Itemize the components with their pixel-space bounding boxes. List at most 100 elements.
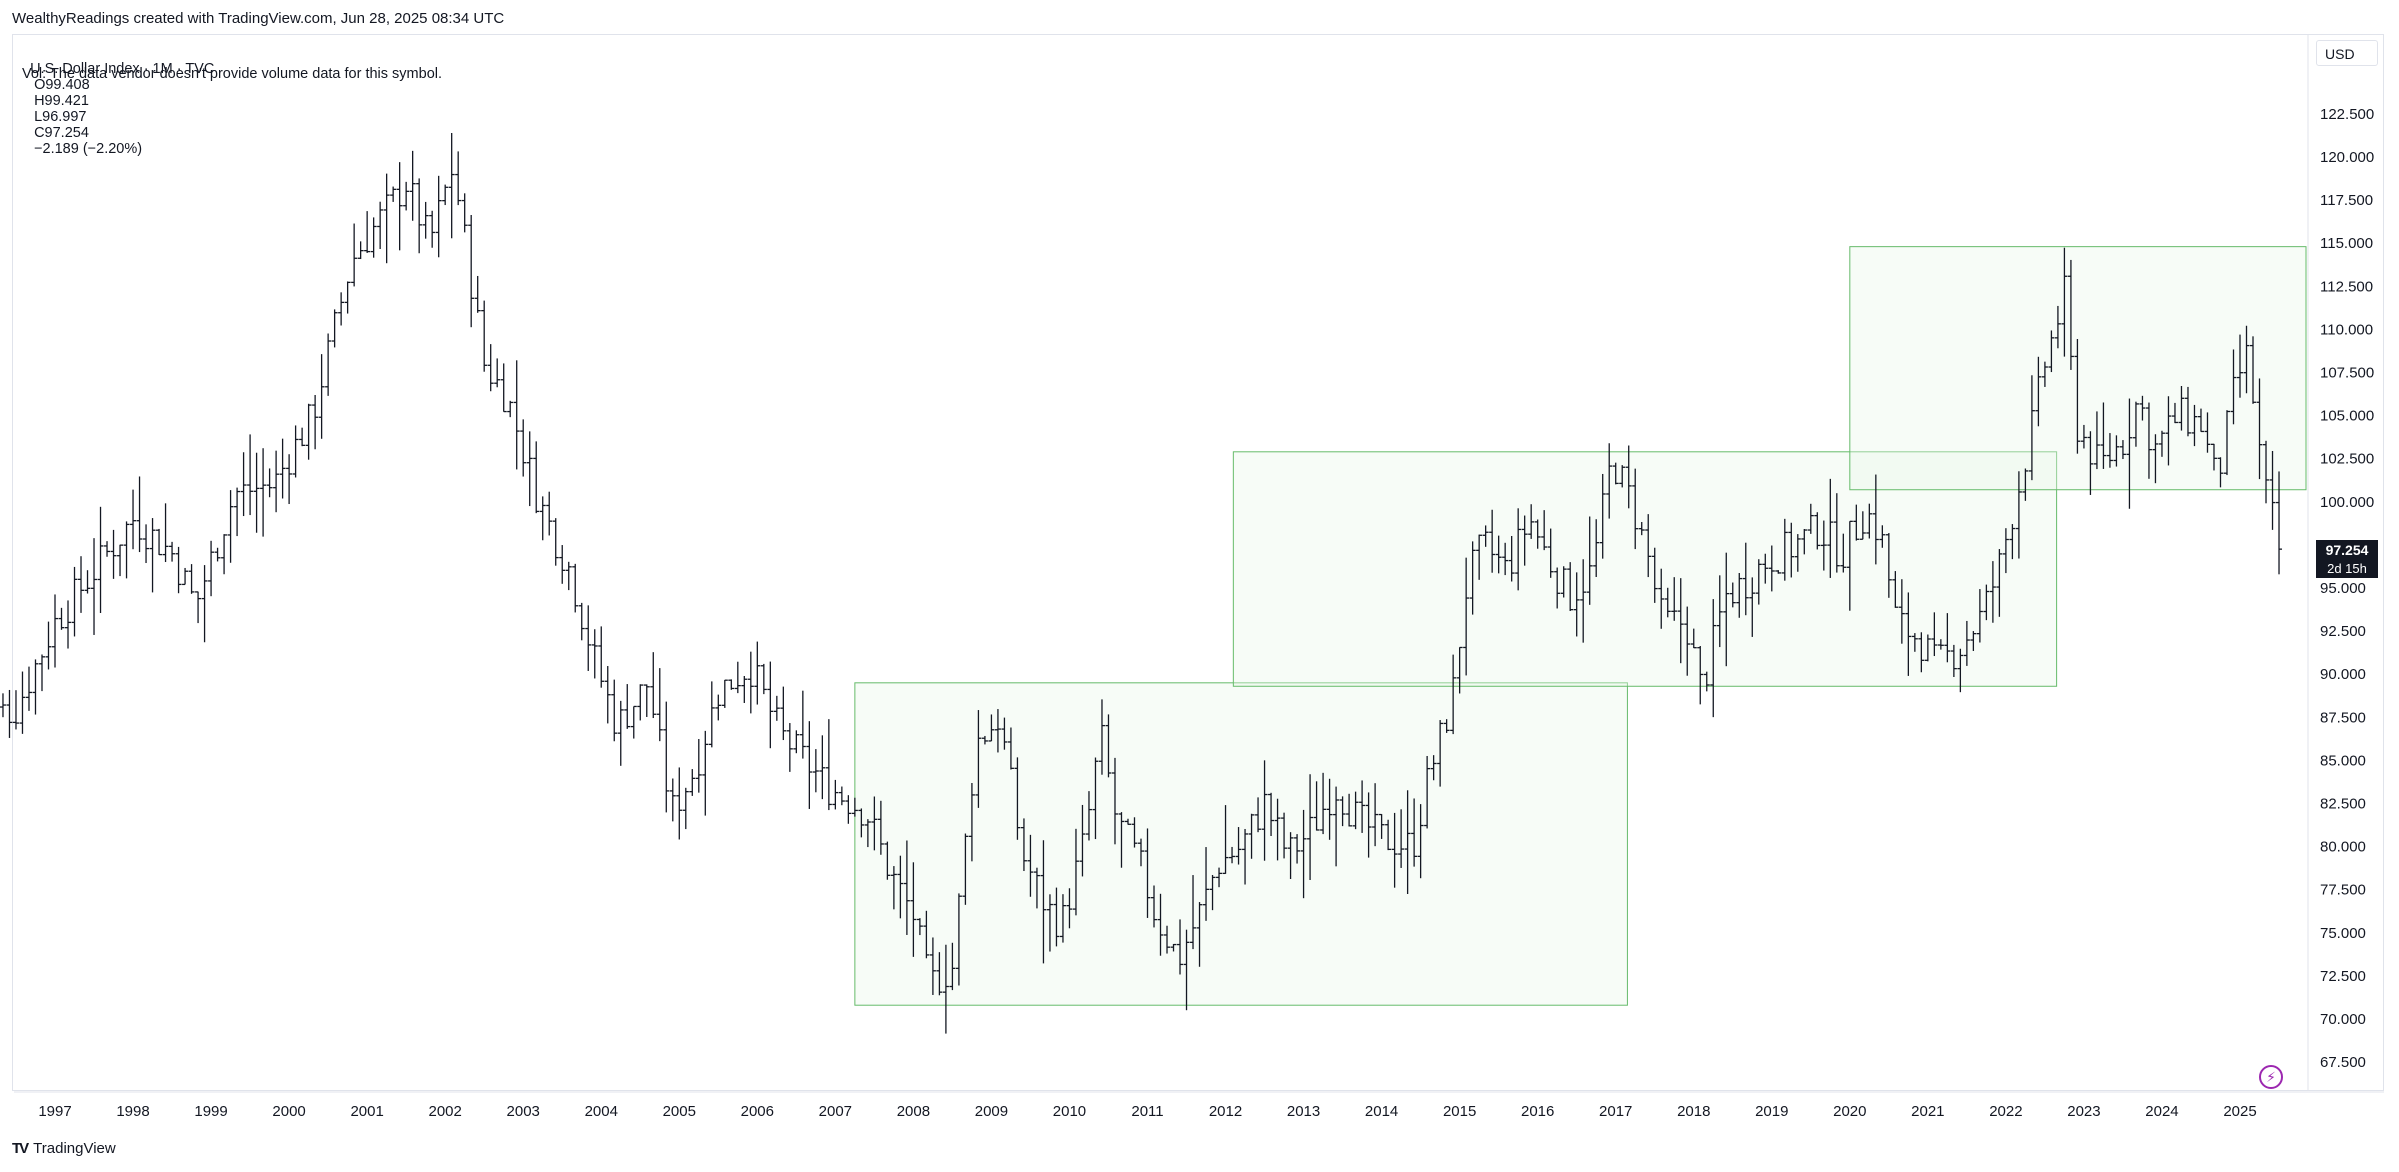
price-tick-label: 115.000	[2320, 235, 2373, 252]
ohlc-bar	[344, 281, 351, 314]
ohlc-bar	[260, 448, 267, 537]
ohlc-bar	[682, 787, 689, 830]
time-tick-label: 2013	[1287, 1103, 1320, 1120]
ohlc-bar	[1359, 780, 1366, 833]
ohlc-bar	[149, 518, 156, 593]
chart-frame	[12, 34, 2384, 1091]
ohlc-bar	[6, 689, 13, 738]
ohlc-bar	[819, 735, 826, 800]
ohlc-bar	[481, 300, 488, 372]
ohlc-bar	[1547, 528, 1554, 578]
ohlc-bar	[1482, 525, 1489, 547]
ohlc-bar	[1859, 511, 1866, 540]
tradingview-logo-text: TradingView	[33, 1140, 116, 1157]
ohlc-bar	[2028, 375, 2035, 481]
ohlc-bar	[1768, 545, 1775, 592]
currency-selector[interactable]: USD	[2316, 40, 2378, 66]
ohlc-bar	[1716, 575, 1723, 648]
ohlc-bar	[2126, 398, 2133, 509]
time-tick-label: 2012	[1209, 1103, 1242, 1120]
ohlc-bar	[143, 524, 150, 564]
time-tick-label: 2019	[1755, 1103, 1788, 1120]
ohlc-bar	[767, 661, 774, 749]
ohlc-bar	[611, 679, 618, 742]
ohlc-bar	[429, 210, 436, 248]
ohlc-bar	[1456, 646, 1463, 694]
ohlc-bar	[1684, 606, 1691, 676]
ohlc-bar	[169, 541, 176, 562]
ohlc-bar	[689, 769, 696, 796]
time-tick-label: 2004	[585, 1103, 618, 1120]
tradingview-logo[interactable]: TV TradingView	[12, 1140, 116, 1157]
ohlc-bar	[1469, 541, 1476, 615]
time-tick-label: 1998	[116, 1103, 149, 1120]
ohlc-bar	[936, 952, 943, 996]
symbol-name[interactable]: U.S. Dollar Index · 1M · TVC	[30, 61, 215, 77]
ohlc-bar	[2197, 408, 2204, 433]
ohlc-bar	[2002, 528, 2009, 574]
ohlc-bar	[1313, 781, 1320, 831]
ohlc-bar	[1495, 535, 1502, 574]
ohlc-bar	[1703, 671, 1710, 692]
time-tick-label: 2018	[1677, 1103, 1710, 1120]
ohlc-bar	[455, 151, 462, 206]
time-tick-label: 2008	[897, 1103, 930, 1120]
ohlc-bar	[578, 602, 585, 641]
price-tick-label: 110.000	[2320, 321, 2373, 338]
ohlc-bar	[1177, 919, 1184, 975]
ohlc-bar	[825, 719, 832, 811]
price-tick-label: 120.000	[2320, 149, 2374, 166]
time-tick-label: 2009	[975, 1103, 1008, 1120]
ohlc-bar	[2132, 401, 2139, 447]
ohlc-bar	[1957, 648, 1964, 693]
ohlc-bar	[1268, 792, 1275, 837]
ohlc-bar	[1053, 887, 1060, 947]
price-tick-label: 102.500	[2320, 451, 2374, 468]
ohlc-bar	[793, 730, 800, 754]
price-tick-label: 92.500	[2320, 623, 2366, 640]
ohlc-bar	[1736, 572, 1743, 618]
ohlc-bar	[598, 626, 605, 688]
ohlc-bar	[1190, 875, 1197, 950]
time-tick-label: 2007	[819, 1103, 852, 1120]
time-tick-label: 2023	[2067, 1103, 2100, 1120]
time-tick-label: 1997	[38, 1103, 71, 1120]
ohlc-bar	[897, 855, 904, 919]
ohlc-bar	[1339, 796, 1346, 827]
ohlc-bar	[123, 521, 130, 579]
time-tick-label: 2024	[2145, 1103, 2178, 1120]
ohlc-bar	[2237, 334, 2243, 398]
ohlc-bar	[1937, 639, 1944, 650]
ohlc-bar	[130, 489, 137, 550]
ohlc-bar	[38, 654, 45, 692]
ohlc-bar	[2256, 378, 2263, 480]
flash-icon[interactable]: ⚡	[2259, 1065, 2283, 1089]
ohlc-bar	[409, 150, 416, 221]
ohlc-bar	[273, 450, 280, 513]
time-tick-label: 2010	[1053, 1103, 1086, 1120]
ohlc-bar	[1476, 534, 1483, 580]
ohlc-bar	[1606, 443, 1613, 519]
ohlc-bar	[663, 701, 670, 813]
ohlc-bar	[1963, 620, 1970, 666]
ohlc-bar	[461, 193, 468, 233]
symbol-legend[interactable]: U.S. Dollar Index · 1M · TVC O99.408 H99…	[22, 45, 214, 157]
ohlc-bar	[2243, 325, 2250, 394]
ohlc-bar	[2152, 434, 2159, 484]
ohlc-bar	[1625, 445, 1632, 509]
ohlc-bar	[981, 735, 988, 745]
ohlc-bar	[1196, 902, 1203, 967]
ohlc-bar	[1911, 633, 1918, 652]
ohlc-bar	[1983, 584, 1990, 621]
ohlc-bar	[1261, 760, 1268, 861]
ohlc-bar	[916, 918, 923, 936]
ohlc-bar	[162, 503, 169, 563]
ohlc-bar	[1333, 786, 1340, 867]
time-tick-label: 2000	[272, 1103, 305, 1120]
chart-attribution: WealthyReadings created with TradingView…	[12, 10, 505, 27]
ohlc-bar	[377, 201, 384, 249]
ohlc-bar	[1118, 812, 1125, 868]
ohlc-bar	[1794, 534, 1801, 572]
ohlc-bar	[1014, 757, 1021, 840]
